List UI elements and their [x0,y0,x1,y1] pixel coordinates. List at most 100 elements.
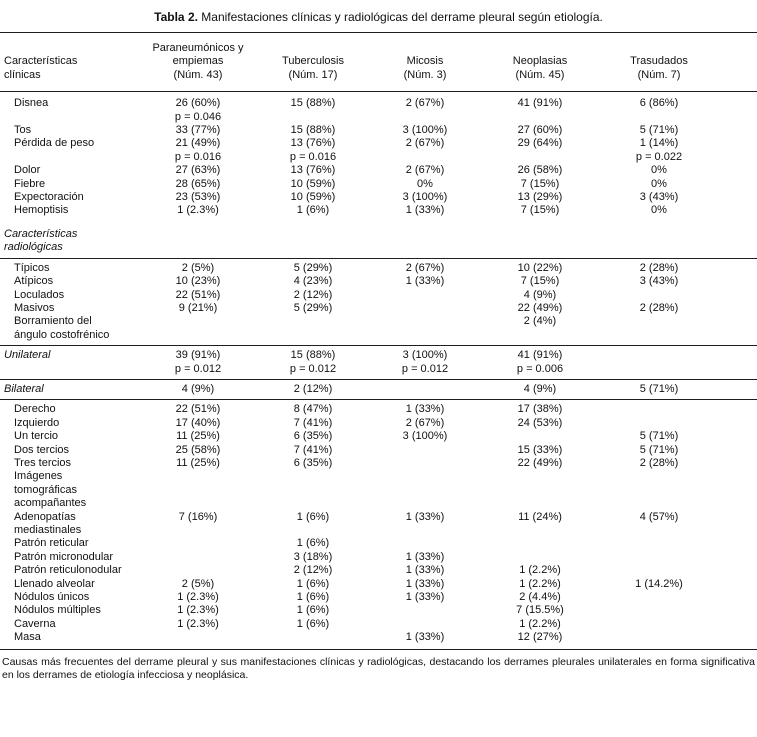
cell-value: 2 (5%) [181,577,215,590]
cell-value: 3 (100%) [402,430,448,443]
table-number-label: Tabla 2. [154,10,198,24]
table-row: Pérdida de peso 21 (49%) 13 (76%) 2 (67%) 29… [0,137,757,150]
cell-value: 1 (14.2%) [635,577,683,590]
cell-value: 2 (12%) [293,288,333,301]
cell-value: 3 (43%) [639,191,679,204]
cell-value: 4 (9%) [523,288,557,301]
table-row: Patrón reticular 1 (6%) [0,537,757,550]
cell-value: 25 (58%) [175,443,221,456]
row-label: Imágenes tomográficas acompañantes [14,470,87,510]
cell-value: 9 (21%) [178,301,218,314]
cell-value: 1 (33%) [405,275,445,288]
table-row: Tres tercios 11 (25%) 6 (35%) 22 (49%) 2 (28… [0,457,757,470]
section-divider [0,345,757,347]
cell-value: 5 (71%) [639,430,679,443]
cell-value: p = 0.012 [289,362,337,375]
cell-value: 10 (23%) [175,275,221,288]
cell-value: 28 (65%) [175,177,221,190]
table-header: Características clínicas Paraneumónicos … [0,33,757,91]
cell-value: 3 (100%) [402,124,448,137]
cell-value: 1 (6%) [296,204,330,217]
title-divider [0,32,757,33]
cell-value: 6 (35%) [293,456,333,469]
row-label: Bilateral [4,382,44,395]
cell-value: 0% [651,204,667,217]
row-label: Características radiológicas [4,227,78,254]
header-neoplasias: Neoplasias (Núm. 45) [512,55,568,81]
cell-value: 6 (86%) [639,97,679,110]
header-divider [0,91,757,93]
cell-value: p = 0.046 [174,110,222,123]
table-row: p = 0.016 p = 0.016 p = 0.022 [0,151,757,164]
cell-value: 5 (29%) [293,261,333,274]
cell-value: 15 (33%) [517,443,563,456]
table-row: Bilateral 4 (9%) 2 (12%) 4 (9%) 5 (71%) [0,383,757,396]
table-row: Expectoración 23 (53%) 10 (59%) 3 (100%) 13 … [0,191,757,204]
cell-value: 41 (91%) [517,97,563,110]
cell-value: 1 (2.2%) [519,617,561,630]
table-row: Unilateral 39 (91%) 15 (88%) 3 (100%) 41 (91… [0,349,757,362]
table-row: Derecho 22 (51%) 8 (47%) 1 (33%) 17 (38%) [0,403,757,416]
row-label: Patrón reticular [14,537,89,550]
row-label: Unilateral [4,349,51,362]
cell-value: 10 (59%) [290,177,336,190]
cell-value: 1 (33%) [405,403,445,416]
row-label: Expectoración [14,191,84,204]
cell-value: 1 (2.2%) [519,564,561,577]
cell-value: 23 (53%) [175,191,221,204]
table-row: Patrón reticulonodular 2 (12%) 1 (33%) 1 (2… [0,564,757,577]
cell-value: 1 (6%) [296,577,330,590]
cell-value: 1 (33%) [405,631,445,644]
cell-value: 1 (33%) [405,577,445,590]
cell-value: 29 (64%) [517,137,563,150]
cell-value: 3 (18%) [293,550,333,563]
cell-value: 15 (88%) [290,349,336,362]
table-row: Fiebre 28 (65%) 10 (59%) 0% 7 (15%) 0% [0,178,757,191]
cell-value: 26 (60%) [175,97,221,110]
cell-value: p = 0.016 [289,150,337,163]
table-row: p = 0.012 p = 0.012 p = 0.012 p = 0.006 [0,363,757,376]
table-row: Nódulos únicos 1 (2.3%) 1 (6%) 1 (33%) 2 (4.… [0,591,757,604]
section-divider [0,378,757,380]
table-footnote: Causas más frecuentes del derrame pleura… [2,655,755,681]
cell-value: 2 (67%) [405,416,445,429]
cell-value: 26 (58%) [517,164,563,177]
row-label: Hemoptisis [14,204,69,217]
cell-value: 2 (67%) [405,164,445,177]
cell-value: 13 (76%) [290,137,336,150]
cell-value: 22 (51%) [175,288,221,301]
cell-value: 10 (59%) [290,191,336,204]
row-label: Atípicos [14,275,54,288]
cell-value: p = 0.022 [635,150,683,163]
cell-value: 5 (71%) [639,382,679,395]
cell-value: 1 (6%) [296,510,330,523]
row-label: Patrón reticulonodular [14,564,122,577]
cell-value: 7 (41%) [293,416,333,429]
table-row: Masa 1 (33%) 12 (27%) [0,631,757,644]
header-trasudados: Trasudados (Núm. 7) [630,55,688,81]
cell-value: 4 (9%) [523,382,557,395]
row-label: Llenado alveolar [14,577,95,590]
cell-value: 0% [651,177,667,190]
cell-value: 13 (76%) [290,164,336,177]
cell-value: 2 (12%) [293,564,333,577]
cell-value: 2 (28%) [639,456,679,469]
cell-value: 1 (2.3%) [177,204,219,217]
cell-value: 1 (33%) [405,550,445,563]
cell-value: 5 (29%) [293,301,333,314]
cell-value: 5 (71%) [639,443,679,456]
cell-value: 0% [417,177,433,190]
table-row: p = 0.046 [0,111,757,124]
cell-value: 41 (91%) [517,349,563,362]
row-label: Disnea [14,97,49,110]
cell-value: 1 (33%) [405,204,445,217]
cell-value: 0% [651,164,667,177]
table-row: Típicos 2 (5%) 5 (29%) 2 (67%) 10 (22%) 2 (28… [0,262,757,275]
cell-value: 12 (27%) [517,631,563,644]
cell-value: 27 (63%) [175,164,221,177]
cell-value: 1 (6%) [296,604,330,617]
cell-value: 22 (49%) [517,301,563,314]
table-row: Atípicos 10 (23%) 4 (23%) 1 (33%) 7 (15%) 3 (… [0,275,757,288]
row-label: Dolor [14,164,41,177]
